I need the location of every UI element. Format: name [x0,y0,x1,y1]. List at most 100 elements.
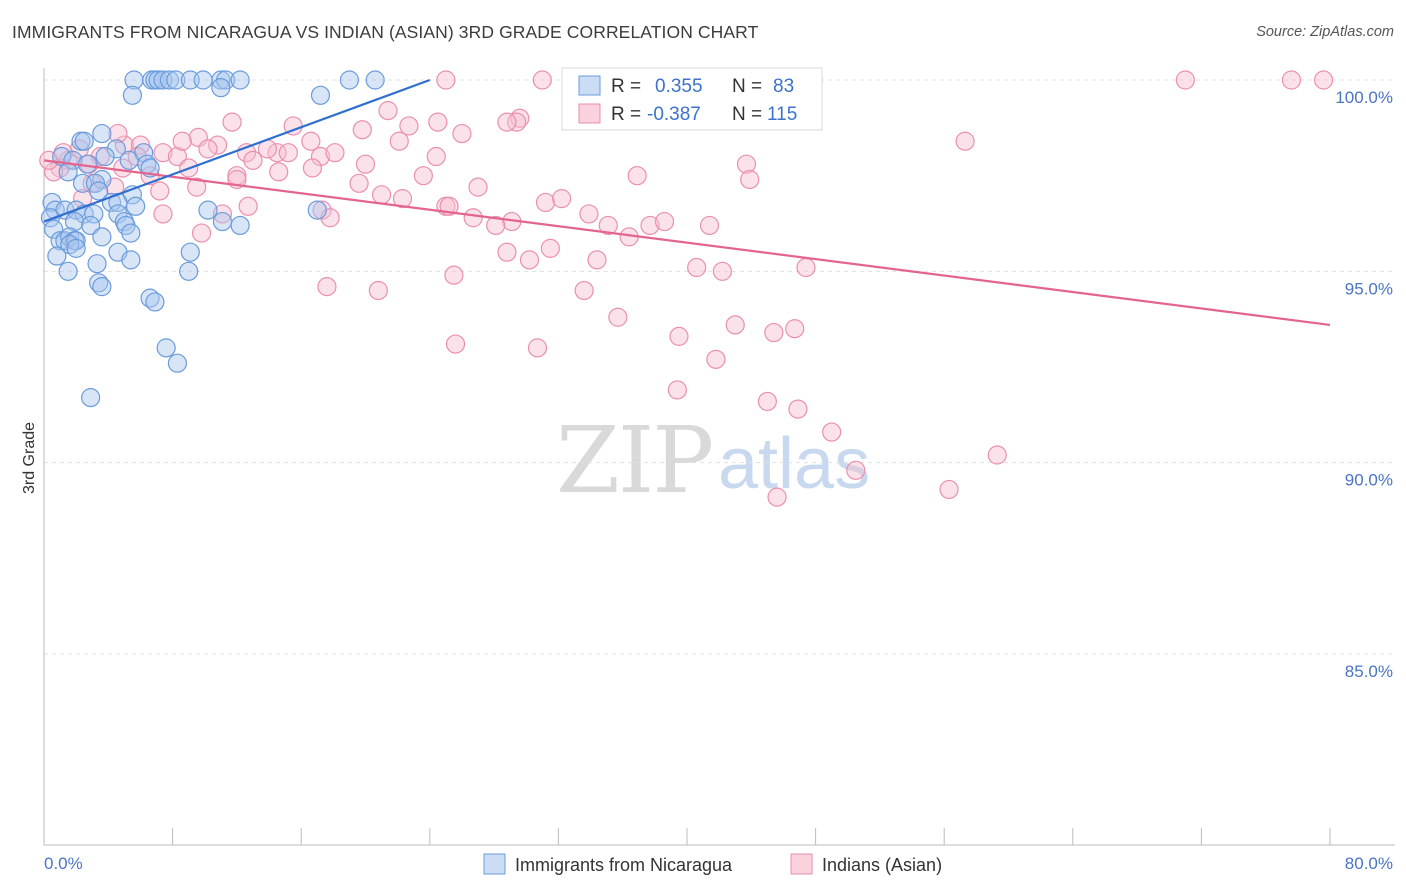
data-point [317,277,337,297]
stats-box-frame [561,67,823,131]
series-immigrants-nicaragua [40,70,385,408]
data-point [987,445,1007,465]
data-point [47,246,67,266]
data-point [108,204,128,224]
data-point [302,158,323,178]
data-point [92,277,112,297]
data-point [540,238,560,258]
legend: Immigrants from Nicaragua Indians (Asian… [483,853,942,875]
data-point [378,101,398,121]
stats-r-label-pink: R = [611,104,641,125]
data-point [712,261,732,281]
data-point [167,353,188,373]
data-point [243,150,263,170]
data-point [486,215,506,236]
stats-box: R = 0.355 N = 83 R = -0.387 N = 115 [561,67,823,131]
data-point [452,123,472,144]
data-point [66,238,86,258]
x-tick-marks [172,828,1331,845]
data-point [193,70,213,90]
data-point [740,169,760,190]
data-point [687,257,707,278]
data-point [725,315,745,335]
data-point [211,70,231,90]
data-point [667,380,687,400]
data-point [84,204,104,224]
data-point [339,70,360,90]
data-point [58,261,78,281]
data-point [153,204,173,224]
data-point [389,131,409,151]
data-point [301,131,321,151]
data-point [436,70,456,90]
stats-n-label-blue: N = [732,76,762,97]
data-point [445,334,466,354]
y-tick-label: 95.0% [1345,279,1393,298]
x-tick-label-min: 0.0% [44,854,83,873]
data-point [939,479,959,500]
data-point [95,146,115,167]
source-credit: Source: ZipAtlas.com [1256,24,1394,40]
watermark-zip: ZIP [556,407,712,514]
data-point [955,131,975,151]
stats-swatch-blue [578,75,601,96]
data-point [608,307,628,327]
data-point [211,78,231,98]
stats-r-value-pink: -0.387 [647,104,701,125]
trendline-immigrants-nicaragua [43,78,431,223]
data-point [1281,70,1302,90]
data-point [44,162,64,182]
data-point [74,131,94,151]
y-tick-label: 100.0% [1335,88,1393,107]
y-axis-label: 3rd Grade [21,422,38,494]
x-tick-label-max: 80.0% [1345,854,1393,873]
data-point [371,185,392,205]
y-tick-labels: 100.0% 95.0% 90.0% 85.0% [1335,88,1393,681]
data-point [89,181,109,201]
data-point [222,112,242,132]
data-point [212,211,233,232]
data-point [310,85,331,105]
data-point [44,219,64,239]
data-point [654,211,675,232]
data-point [507,112,527,132]
data-point [106,139,126,159]
data-point [497,242,517,262]
legend-swatch-blue [483,853,506,875]
data-point [167,146,188,167]
data-point [64,211,85,232]
legend-label-pink: Indians (Asian) [822,855,942,875]
data-point [444,265,464,285]
data-point [598,215,618,236]
data-point [87,254,107,274]
data-point [532,70,552,90]
data-point [468,177,488,197]
data-point [198,139,218,159]
data-point [156,338,176,358]
data-point [669,326,689,346]
data-point [150,181,170,201]
data-point [92,123,112,144]
data-point [368,280,388,301]
data-point [527,338,548,358]
data-point [785,319,805,339]
data-point [310,146,331,167]
data-point [463,208,483,228]
stats-n-label-pink: N = [732,104,762,125]
data-point [640,215,660,236]
data-point [81,388,101,408]
data-point [267,143,287,163]
data-point [238,196,258,216]
data-point [1313,70,1334,90]
data-point [121,223,141,243]
data-point [153,143,173,163]
stats-n-value-pink: 115 [767,104,797,125]
data-point [796,257,816,278]
data-point [145,292,165,312]
data-point [187,177,207,197]
data-point [126,196,146,216]
data-point [172,131,192,151]
legend-label-blue: Immigrants from Nicaragua [515,855,733,875]
data-point [108,123,128,144]
y-tick-label: 85.0% [1345,662,1393,681]
